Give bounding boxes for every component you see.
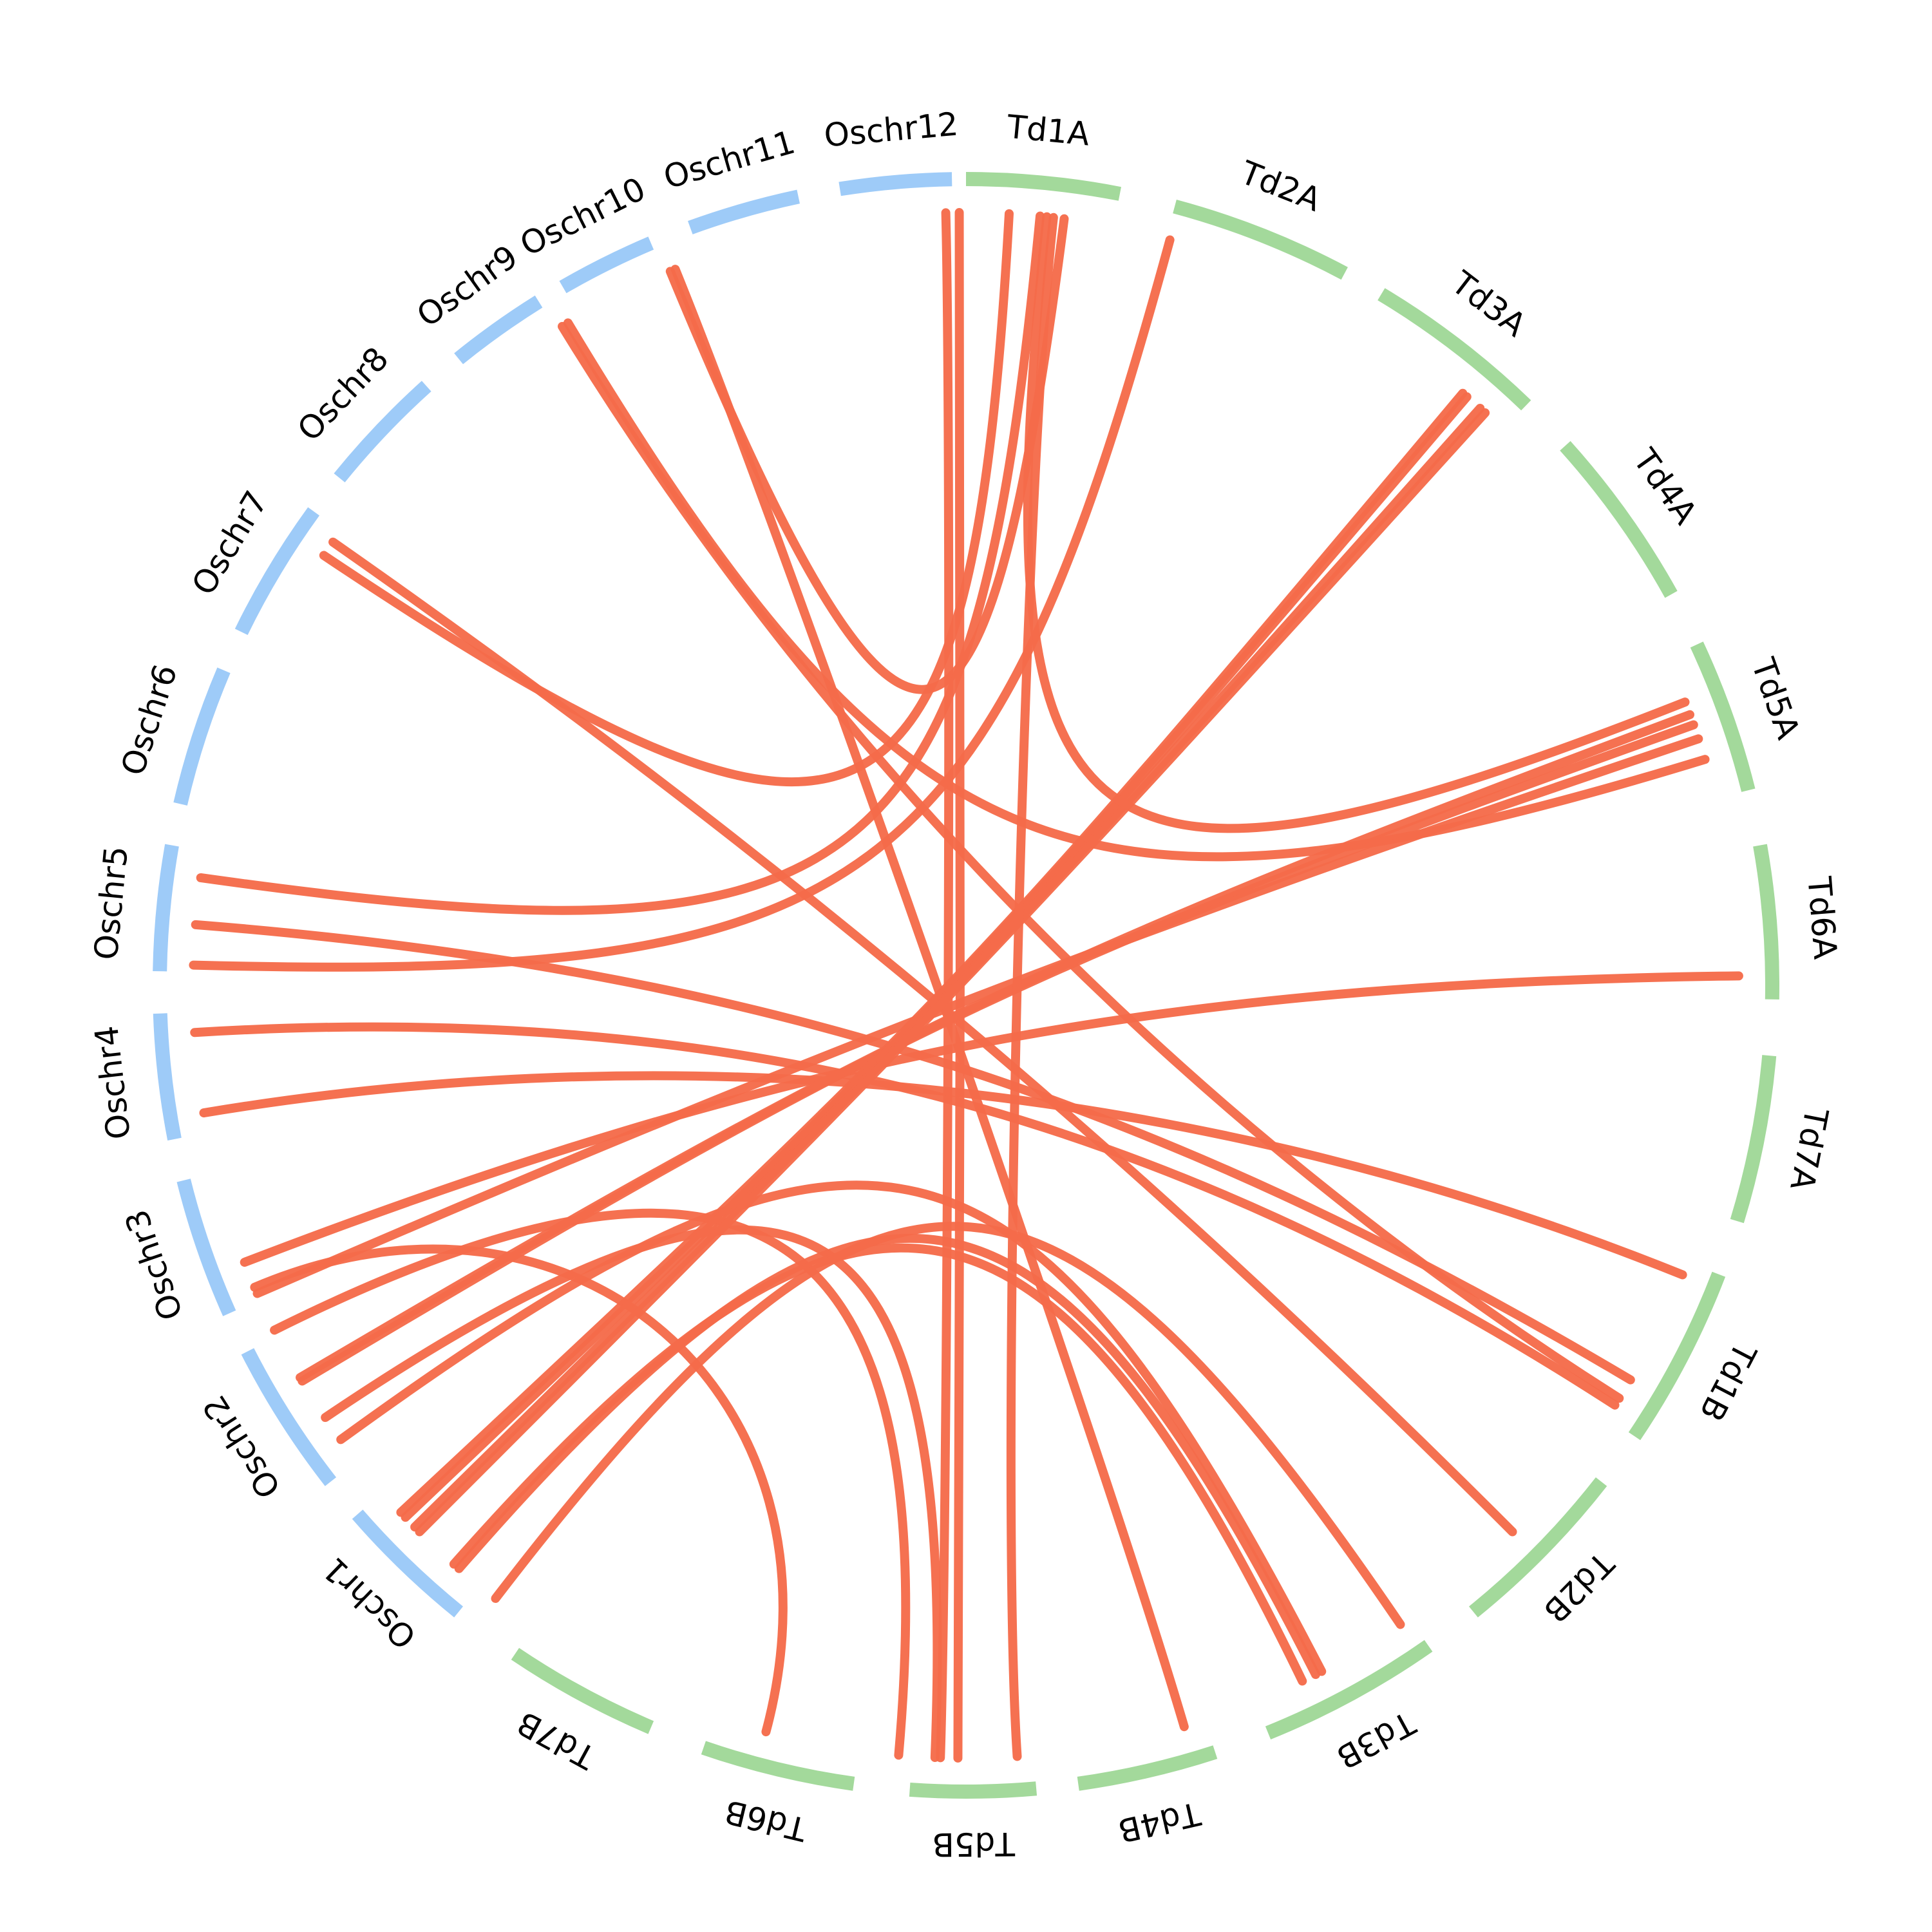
chromosome-arc-oschr11	[688, 189, 800, 234]
chromosome-arc-td1b	[1628, 1271, 1726, 1441]
synteny-link-oschr4-td7a	[199, 1071, 1687, 1280]
chromosome-arc-oschr1	[352, 1510, 464, 1618]
chromosome-arc-td5a	[1690, 641, 1756, 792]
chromosome-label-td5a: Td5A	[1744, 653, 1807, 744]
synteny-link-oschr2-td5b	[321, 1225, 942, 1763]
chromosome-label-td5b: Td5B	[932, 1825, 1016, 1863]
chromosome-arc-td4a	[1560, 440, 1678, 598]
synteny-link-oschr7-td1a	[319, 209, 1014, 787]
synteny-link-oschr5-td1b	[191, 920, 1635, 1385]
chromosome-label-td1a: Td1A	[1005, 108, 1091, 153]
chromosome-arc-oschr7	[234, 507, 320, 635]
chromosome-arc-td1a	[965, 172, 1121, 201]
chromosome-arc-td7a	[1730, 1055, 1777, 1224]
chromosome-label-td3b: Td3B	[1331, 1703, 1421, 1776]
chromosome-label-td2a: Td2A	[1235, 153, 1326, 218]
synteny-link-oschr1-td3b	[454, 1233, 1320, 1680]
chromosome-arc-td2a	[1173, 200, 1348, 280]
chromosome-label-td4a: Td4A	[1625, 442, 1704, 531]
chromosome-label-td2b: Td2B	[1536, 1544, 1621, 1630]
synteny-link-oschr1-td3a	[415, 408, 1490, 1537]
synteny-link-oschr3-td6a	[240, 971, 1743, 1267]
chromosome-arc-oschr12	[838, 172, 952, 196]
synteny-link-oschr4-td1b	[190, 1022, 1620, 1410]
chromosome-arc-td2b	[1468, 1477, 1607, 1618]
chromosome-label-oschr11: Oschr11	[659, 124, 799, 196]
synteny-link-oschr3-td5b	[270, 1208, 911, 1760]
chromosome-arc-td6b	[701, 1741, 855, 1791]
synteny-link-oschr1-td2b	[491, 1222, 1405, 1629]
synteny-link-oschr5-td2a	[189, 235, 1175, 972]
synteny-link-oschr3-td5a	[252, 734, 1703, 1298]
chromosome-label-td6a: Td6A	[1800, 875, 1844, 960]
chromosome-arc-td7b	[511, 1647, 654, 1734]
chromosome-label-oschr4: Oschr4	[88, 1024, 138, 1141]
chromosome-arc-td3b	[1265, 1640, 1433, 1740]
chromosome-arc-oschr9	[454, 295, 543, 365]
chromosome-label-td3a: Td3A	[1444, 263, 1533, 344]
chromosome-label-oschr5: Oschr5	[87, 844, 135, 961]
synteny-links	[189, 208, 1743, 1763]
chromosome-arc-td4b	[1077, 1745, 1218, 1791]
synteny-link-oschr2-td3b	[336, 1180, 1327, 1676]
chromosome-label-td6b: Td6B	[721, 1792, 811, 1848]
chromosome-label-td1b: Td1B	[1692, 1336, 1763, 1428]
chromosome-arc-oschr8	[334, 381, 431, 483]
synteny-link-td1a-td5b	[1006, 213, 1058, 1761]
chromosome-label-oschr3: Oschr3	[118, 1205, 190, 1325]
chromosome-arc-oschr3	[176, 1179, 236, 1316]
chromosome-ideograms	[153, 172, 1779, 1799]
chromosome-arc-oschr6	[173, 667, 231, 806]
chromosome-label-oschr12: Oschr12	[822, 106, 960, 155]
chromosome-label-td7a: Td7A	[1783, 1104, 1835, 1193]
chromosome-arc-td6a	[1753, 844, 1779, 1000]
chromosome-arc-oschr4	[153, 1013, 182, 1141]
synteny-link-oschr1-td3b	[449, 1243, 1307, 1686]
synteny-link-oschr2-td5a	[296, 710, 1695, 1383]
chromosome-label-td7b: Td7B	[511, 1704, 601, 1777]
chromosome-arc-oschr5	[153, 844, 179, 972]
chromosome-label-td4b: Td4B	[1115, 1794, 1204, 1850]
synteny-link-oschr5-td1a	[196, 211, 1045, 915]
chromosome-label-oschr6: Oschr6	[114, 660, 185, 780]
chromosome-arc-oschr2	[241, 1348, 337, 1486]
synteny-link-td1a-td5a	[1023, 212, 1690, 833]
chromosome-arc-oschr10	[559, 236, 654, 294]
synteny-link-oschr1-td3a	[396, 388, 1468, 1517]
synteny-link-oschr2-td6b	[250, 1244, 788, 1737]
chromosome-arc-td5b	[909, 1781, 1037, 1799]
chromosome-arc-td3a	[1378, 288, 1531, 411]
